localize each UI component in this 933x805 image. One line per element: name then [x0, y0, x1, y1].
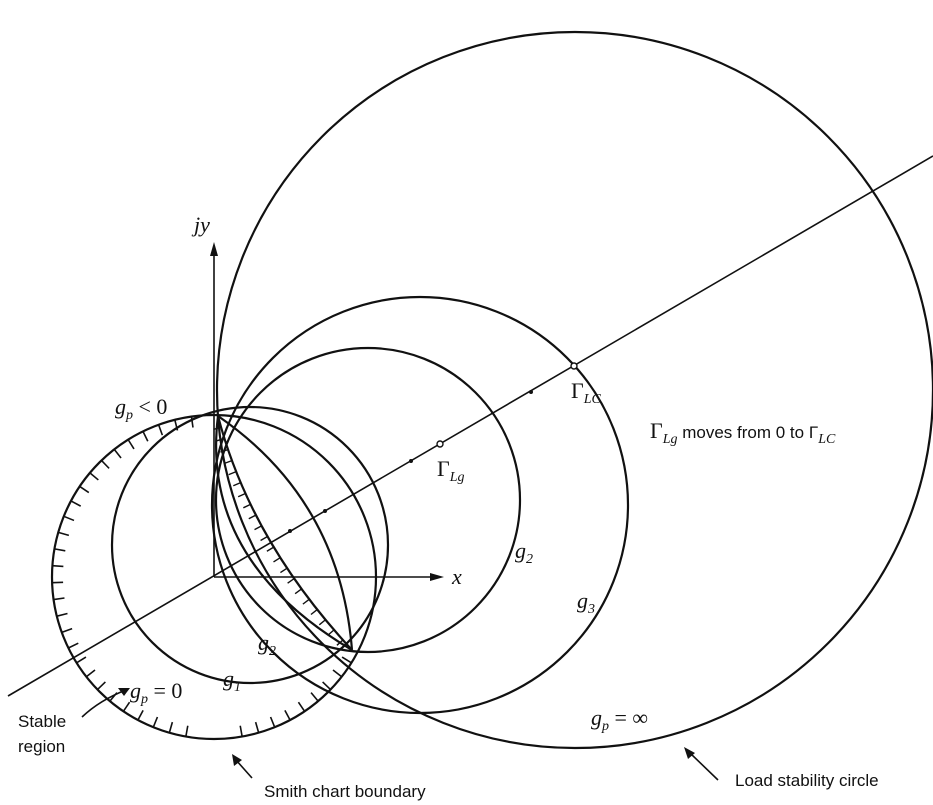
hatch-tick [68, 642, 79, 649]
g1-label: g1 [223, 666, 241, 695]
gp-zero-label: gp = 0 [130, 678, 182, 707]
hatch-tick [341, 656, 352, 664]
load-circle-arrow-icon [684, 747, 695, 759]
smith-boundary-arrow-icon [232, 754, 242, 766]
axis-dot [323, 509, 327, 513]
stable-region-hatching [52, 416, 352, 737]
x-axis-arrow-icon [430, 573, 444, 581]
axis-dot [288, 529, 292, 533]
g1-lens-arc [217, 415, 354, 651]
hatch-tick [76, 656, 87, 664]
hatch-tick [280, 567, 288, 574]
gamma-lg-label: ΓLg [437, 456, 465, 485]
hatch-tick [174, 419, 179, 431]
hatch-tick [54, 548, 66, 552]
hatch-tick [127, 439, 135, 450]
hatch-tick [273, 557, 281, 563]
hatch-tick [53, 597, 65, 601]
hatch-tick [269, 716, 276, 728]
hatch-tick [100, 459, 110, 469]
jy-axis-label: jy [191, 212, 210, 237]
stable-region-label-line2: region [18, 737, 65, 756]
g2-lens-arc [214, 415, 353, 651]
stable-region-leader [81, 689, 127, 718]
hatch-tick [310, 608, 318, 616]
hatch-tick [61, 627, 73, 634]
gamma-axis-line [7, 155, 933, 697]
hatch-tick [89, 472, 99, 481]
hatch-tick [142, 431, 149, 442]
hatch-tick [266, 546, 275, 552]
gamma-moves-label: ΓLg moves from 0 to ΓLC [650, 418, 836, 447]
axis-dot [409, 459, 413, 463]
hatch-tick [237, 492, 246, 498]
gp0-lens-arc [216, 415, 353, 651]
hatch-tick [137, 709, 144, 721]
hatch-tick [168, 721, 174, 733]
hatch-tick [239, 725, 243, 737]
hatch-tick [152, 716, 159, 728]
hatch-tick [190, 416, 194, 428]
stable-region-label-line1: Stable [18, 712, 66, 731]
g2-outer-label: g2 [515, 538, 533, 567]
gamma-lc-point [570, 362, 578, 370]
hatch-tick [224, 459, 233, 465]
g2-circle [214, 346, 522, 654]
load-circle-leader [689, 752, 719, 781]
hatch-tick [122, 701, 131, 712]
gp-infinity-label: gp = ∞ [591, 705, 648, 734]
hatch-tick [302, 598, 310, 605]
hatch-tick [310, 692, 319, 702]
g3-circle [210, 295, 630, 715]
hatch-tick [185, 725, 189, 737]
stable-region-arrow-icon [118, 688, 130, 696]
hatch-tick [79, 485, 90, 494]
hatch-tick [322, 681, 332, 691]
hatch-tick [260, 535, 268, 542]
hatch-tick [248, 514, 257, 520]
hatch-tick [254, 525, 262, 531]
axis-dot [529, 390, 533, 394]
hatch-tick [336, 639, 344, 646]
hatch-tick [70, 500, 82, 507]
hatch-tick [216, 437, 225, 442]
hatch-tick [56, 612, 68, 617]
hatch-tick [297, 701, 306, 712]
hatch-tick [284, 709, 291, 721]
load-stability-circle [216, 31, 933, 749]
hatch-tick [332, 669, 343, 678]
hatch-tick [294, 588, 302, 595]
hatch-tick [287, 578, 295, 584]
hatch-tick [254, 721, 260, 733]
hatch-tick [220, 448, 229, 453]
gamma-lg-point [436, 440, 444, 448]
hatch-tick [58, 531, 70, 537]
gp-negative-label: gp < 0 [115, 394, 167, 423]
smith-boundary-leader [235, 759, 253, 779]
hatch-tick [228, 470, 237, 476]
hatch-tick [113, 448, 122, 459]
hatch-tick [318, 619, 326, 626]
x-axis-label: x [451, 564, 462, 589]
hatch-tick [63, 515, 75, 522]
g3-label: g3 [577, 588, 595, 617]
hatch-tick [85, 669, 96, 678]
jy-axis-arrow-icon [210, 242, 218, 256]
hatch-tick [157, 424, 164, 436]
hatch-tick [327, 629, 335, 636]
smith-chart-boundary-label: Smith chart boundary [264, 782, 426, 801]
hatch-tick [233, 481, 241, 487]
gamma-lc-label: ΓLC [571, 378, 602, 407]
load-stability-circle-label: Load stability circle [735, 771, 879, 790]
g2-inner-label: g2 [258, 630, 276, 659]
gp0-arc-hatching [213, 426, 344, 646]
hatch-tick [243, 503, 251, 509]
hatch-tick [96, 681, 106, 691]
g1-circle [110, 405, 390, 685]
hatch-tick [52, 564, 64, 568]
